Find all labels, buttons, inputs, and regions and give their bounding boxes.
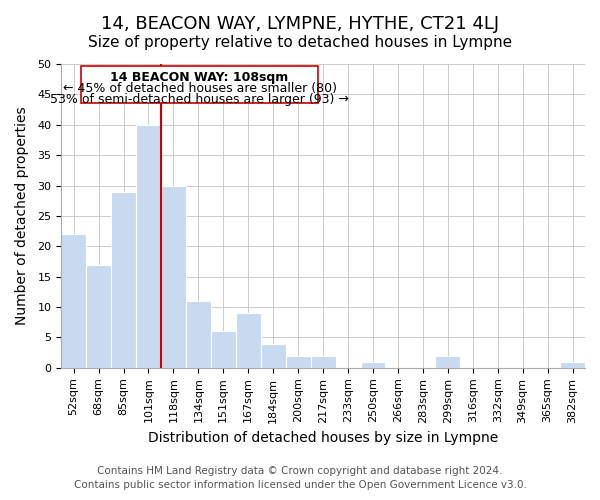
Text: 14, BEACON WAY, LYMPNE, HYTHE, CT21 4LJ: 14, BEACON WAY, LYMPNE, HYTHE, CT21 4LJ	[101, 15, 499, 33]
Text: 53% of semi-detached houses are larger (93) →: 53% of semi-detached houses are larger (…	[50, 92, 349, 106]
Bar	[560, 362, 585, 368]
Bar	[86, 264, 111, 368]
Bar	[186, 301, 211, 368]
FancyBboxPatch shape	[81, 66, 318, 104]
Bar	[236, 313, 261, 368]
Bar	[211, 332, 236, 368]
Bar	[286, 356, 311, 368]
Bar	[61, 234, 86, 368]
Text: ← 45% of detached houses are smaller (80): ← 45% of detached houses are smaller (80…	[62, 82, 337, 95]
Y-axis label: Number of detached properties: Number of detached properties	[15, 106, 29, 325]
Bar	[311, 356, 335, 368]
Bar	[111, 192, 136, 368]
Text: 14 BEACON WAY: 108sqm: 14 BEACON WAY: 108sqm	[110, 72, 289, 85]
Bar	[361, 362, 385, 368]
Bar	[161, 186, 186, 368]
Bar	[261, 344, 286, 368]
Bar	[436, 356, 460, 368]
Text: Size of property relative to detached houses in Lympne: Size of property relative to detached ho…	[88, 35, 512, 50]
Bar	[136, 125, 161, 368]
X-axis label: Distribution of detached houses by size in Lympne: Distribution of detached houses by size …	[148, 431, 498, 445]
Text: Contains HM Land Registry data © Crown copyright and database right 2024.
Contai: Contains HM Land Registry data © Crown c…	[74, 466, 526, 490]
